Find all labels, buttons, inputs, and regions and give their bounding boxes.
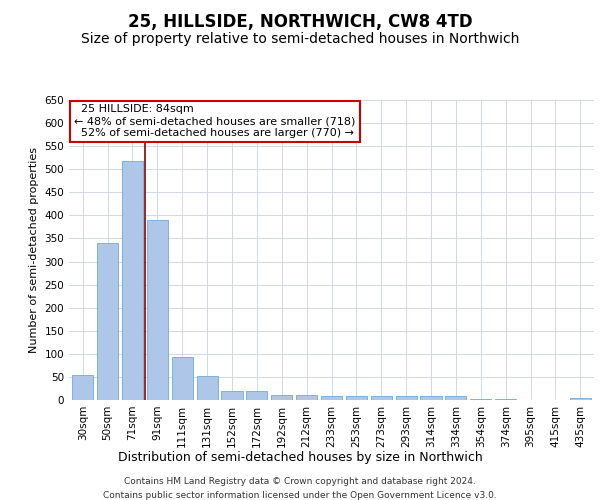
- Bar: [246, 391, 268, 400]
- Bar: [97, 243, 118, 400]
- Text: 25 HILLSIDE: 84sqm
← 48% of semi-detached houses are smaller (718)
  52% of semi: 25 HILLSIDE: 84sqm ← 48% of semi-detache…: [74, 104, 356, 138]
- Bar: [495, 399, 516, 400]
- Bar: [371, 396, 392, 400]
- Text: Contains public sector information licensed under the Open Government Licence v3: Contains public sector information licen…: [103, 490, 497, 500]
- Bar: [395, 396, 417, 400]
- Text: Contains HM Land Registry data © Crown copyright and database right 2024.: Contains HM Land Registry data © Crown c…: [124, 476, 476, 486]
- Bar: [72, 374, 93, 400]
- Bar: [570, 398, 591, 400]
- Bar: [321, 396, 342, 400]
- Bar: [346, 396, 367, 400]
- Bar: [296, 396, 317, 400]
- Bar: [221, 391, 242, 400]
- Bar: [172, 357, 193, 400]
- Text: Distribution of semi-detached houses by size in Northwich: Distribution of semi-detached houses by …: [118, 451, 482, 464]
- Bar: [421, 396, 442, 400]
- Bar: [271, 395, 292, 400]
- Bar: [122, 161, 143, 400]
- Bar: [445, 396, 466, 400]
- Bar: [147, 220, 168, 400]
- Text: 25, HILLSIDE, NORTHWICH, CW8 4TD: 25, HILLSIDE, NORTHWICH, CW8 4TD: [128, 12, 472, 30]
- Bar: [197, 376, 218, 400]
- Y-axis label: Number of semi-detached properties: Number of semi-detached properties: [29, 147, 39, 353]
- Bar: [470, 399, 491, 400]
- Text: Size of property relative to semi-detached houses in Northwich: Size of property relative to semi-detach…: [81, 32, 519, 46]
